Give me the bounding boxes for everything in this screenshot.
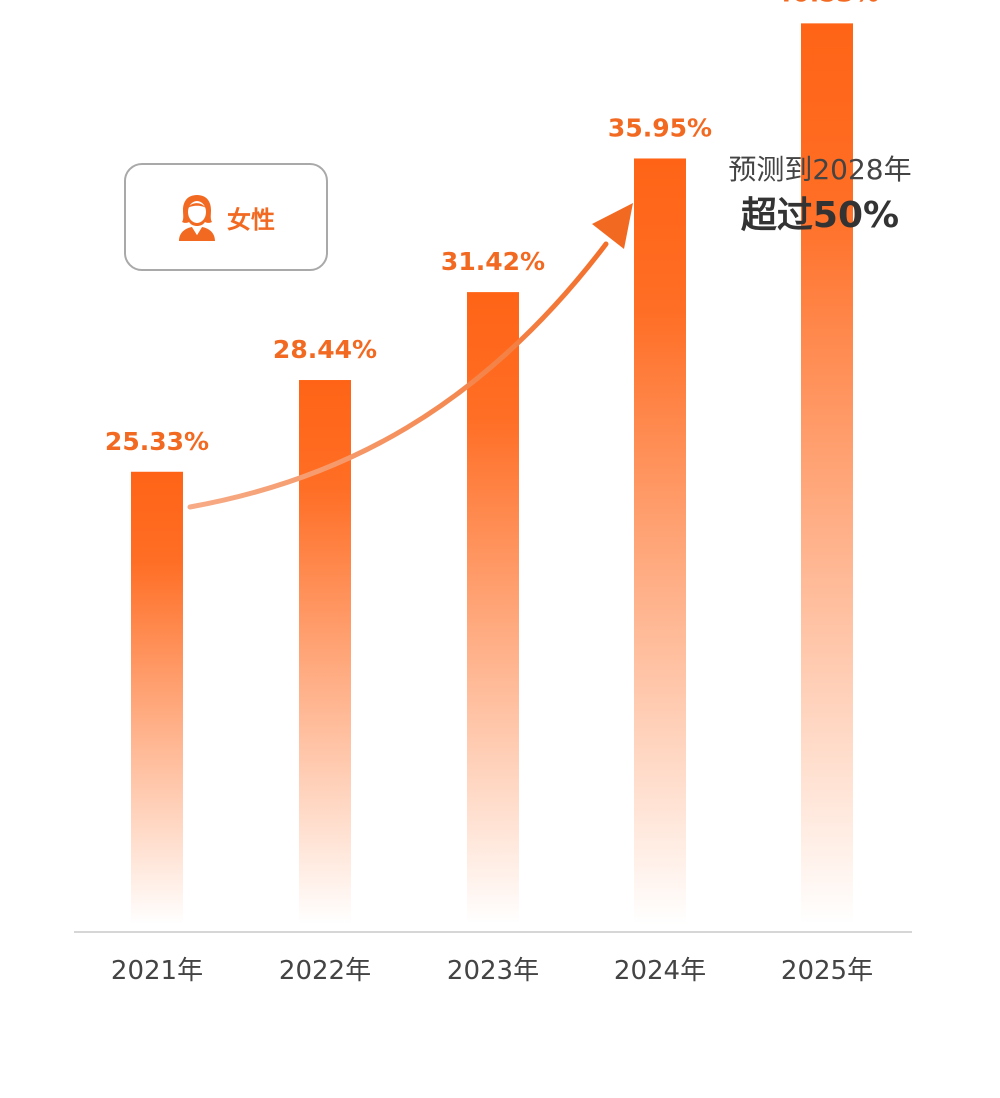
bar-2025年 [801, 23, 853, 925]
bars-group [131, 23, 853, 925]
legend-label: 女性 [227, 205, 275, 234]
bar-2023年 [467, 292, 519, 924]
value-label: 25.33% [105, 427, 209, 456]
x-tick-label: 2022年 [279, 956, 371, 986]
female-user-icon [179, 195, 215, 241]
trend-arrow-curve [187, 241, 609, 510]
forecast-text: 预测到2028年 [728, 153, 912, 186]
x-tick-label: 2021年 [111, 956, 203, 986]
value-label: 35.95% [608, 113, 712, 142]
bar-2024年 [634, 158, 686, 925]
x-tick-labels-group: 2021年 2022年 2023年 2024年 2025年 [111, 956, 873, 986]
value-label: 28.44% [273, 335, 377, 364]
value-label: 31.42% [441, 247, 545, 276]
x-tick-label: 2023年 [447, 956, 539, 986]
forecast-value: 超过50% [740, 195, 900, 236]
x-tick-label: 2024年 [614, 956, 706, 986]
trend-arrow-head [592, 203, 633, 249]
forecast-annotation: 预测到2028年 超过50% [700, 150, 940, 242]
bar-2021年 [131, 471, 183, 924]
x-tick-label: 2025年 [781, 956, 873, 986]
value-label: 40.53% [775, 0, 879, 7]
value-labels-group: 25.33% 28.44% 31.42% 35.95% 40.53% [105, 0, 879, 456]
legend-box: 女性 [124, 163, 328, 271]
